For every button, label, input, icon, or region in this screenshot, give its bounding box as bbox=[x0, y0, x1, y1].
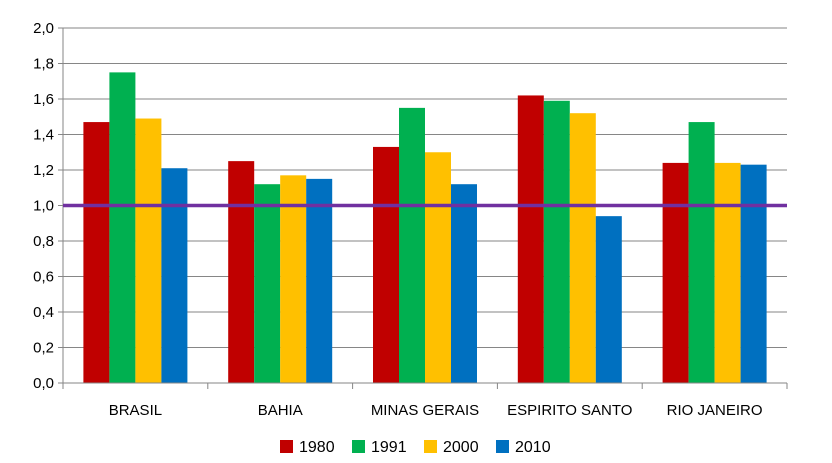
legend-label-1991: 1991 bbox=[371, 439, 407, 456]
bar-1980-rio-janeiro bbox=[662, 162, 689, 383]
bar-2010-minas-gerais bbox=[451, 184, 477, 383]
bar-1980-brasil bbox=[83, 122, 110, 383]
legend-swatch-2010 bbox=[496, 440, 509, 453]
y-tick-label: 0,8 bbox=[33, 233, 54, 250]
bar-1991-brasil bbox=[109, 72, 136, 383]
bar-2000-brasil bbox=[135, 118, 162, 384]
bar-1991-espirito-santo bbox=[543, 100, 570, 384]
x-axis-categories: BRASIL BAHIA MINAS GERAIS ESPIRITO SANTO RIO… bbox=[109, 402, 763, 419]
legend-label-2010: 2010 bbox=[515, 439, 551, 456]
y-tick-label: 0,0 bbox=[33, 375, 54, 392]
y-tick-label: 0,2 bbox=[33, 340, 54, 357]
y-tick-label: 1,4 bbox=[33, 127, 54, 144]
x-category-label: ESPIRITO SANTO bbox=[507, 402, 632, 419]
x-category-label: BRASIL bbox=[109, 402, 162, 419]
bars bbox=[83, 72, 767, 384]
y-tick-label: 1,2 bbox=[33, 162, 54, 179]
bar-2010-rio-janeiro bbox=[740, 164, 767, 383]
x-category-label: BAHIA bbox=[258, 402, 303, 419]
y-axis-ticks: 0,0 0,2 0,4 0,6 0,8 1,0 1,2 1,4 1,6 1,8 2,0 bbox=[33, 20, 63, 392]
y-tick-label: 2,0 bbox=[33, 20, 54, 37]
y-tick-label: 1,6 bbox=[33, 91, 54, 108]
bar-1991-rio-janeiro bbox=[688, 122, 715, 383]
legend: 1980 1991 2000 2010 bbox=[280, 439, 551, 456]
legend-swatch-1980 bbox=[280, 440, 293, 453]
bar-2010-brasil bbox=[161, 168, 188, 383]
bar-1980-minas-gerais bbox=[373, 146, 399, 383]
bar-2000-espirito-santo bbox=[569, 113, 596, 383]
x-category-label: MINAS GERAIS bbox=[371, 402, 479, 419]
bar-2000-minas-gerais bbox=[425, 152, 451, 383]
legend-label-1980: 1980 bbox=[299, 439, 335, 456]
bar-2010-espirito-santo bbox=[595, 216, 622, 383]
bar-2000-bahia bbox=[280, 175, 307, 383]
bar-1991-bahia bbox=[254, 184, 281, 383]
y-tick-label: 0,6 bbox=[33, 269, 54, 286]
x-category-label: RIO JANEIRO bbox=[667, 402, 763, 419]
bar-2000-rio-janeiro bbox=[714, 162, 741, 383]
bar-1980-espirito-santo bbox=[517, 95, 544, 383]
legend-label-2000: 2000 bbox=[443, 439, 479, 456]
y-tick-label: 0,4 bbox=[33, 304, 54, 321]
legend-swatch-2000 bbox=[424, 440, 437, 453]
y-tick-label: 1,8 bbox=[33, 56, 54, 73]
bar-1980-bahia bbox=[228, 161, 255, 383]
y-tick-label: 1,0 bbox=[33, 198, 54, 215]
legend-swatch-1991 bbox=[352, 440, 365, 453]
bar-1991-minas-gerais bbox=[399, 107, 425, 383]
bar-2010-bahia bbox=[306, 178, 333, 383]
